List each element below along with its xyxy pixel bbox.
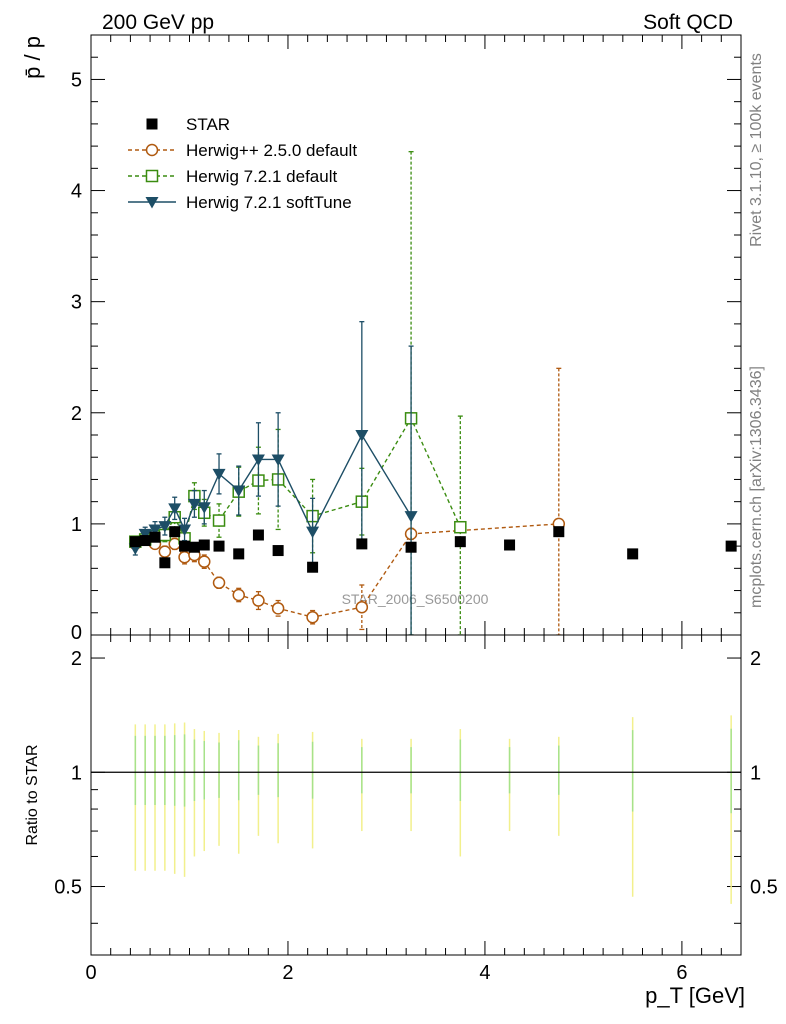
star-data-point <box>627 548 639 560</box>
star-data-point <box>169 526 181 538</box>
ratio-tick-label-right: 2 <box>750 648 761 670</box>
star-data-point <box>129 536 141 548</box>
data-point <box>251 454 265 466</box>
ratio-tick-label-left: 0.5 <box>54 877 82 899</box>
ratio-tick-label-left: 2 <box>71 648 82 670</box>
data-point <box>355 430 369 442</box>
ratio-tick-label-right: 1 <box>750 762 761 784</box>
data-point <box>158 545 172 558</box>
legend-label: Herwig 7.2.1 softTune <box>186 193 352 212</box>
star-data-point <box>233 548 245 560</box>
data-point <box>306 610 319 624</box>
data-point <box>212 468 226 481</box>
data-point <box>178 524 192 536</box>
star-data-point <box>139 535 151 547</box>
star-data-point <box>149 531 161 543</box>
analysis-watermark: STAR_2006_S6500200 <box>342 591 489 607</box>
ratio-frame <box>90 634 742 956</box>
y-tick-label: 5 <box>71 69 82 91</box>
data-point <box>271 602 285 615</box>
legend-marker <box>145 169 159 183</box>
header-right-label: Soft QCD <box>643 11 733 34</box>
legend-marker <box>145 143 159 157</box>
data-point <box>454 520 467 534</box>
data-point <box>148 524 162 536</box>
data-point <box>212 576 226 590</box>
x-tick-label: 0 <box>85 962 96 984</box>
star-data-point <box>504 539 516 551</box>
data-point <box>212 514 226 527</box>
data-point <box>404 511 418 523</box>
star-data-point <box>179 540 191 552</box>
data-point <box>252 594 265 607</box>
star-data-point <box>356 538 368 550</box>
star-data-point <box>454 536 466 548</box>
x-axis-title: p_T [GeV] <box>645 983 745 1008</box>
data-point <box>187 498 201 511</box>
x-tick-label: 4 <box>479 962 490 984</box>
star-data-point <box>213 540 225 552</box>
data-point <box>158 521 172 533</box>
star-data-point <box>252 529 264 541</box>
star-data-point <box>307 561 319 573</box>
series-line-1 <box>135 523 559 618</box>
legend: STAR Herwig++ 2.5.0 default Herwig 7.2.1 d… <box>128 115 357 212</box>
ratio-tick-label-left: 1 <box>71 762 82 784</box>
legend-label: STAR <box>186 115 230 134</box>
data-point <box>168 503 182 515</box>
ratio-plot-panel: 0 2 4 6 0.5 0.5 1 1 2 2 <box>54 634 778 984</box>
legend-label: Herwig 7.2.1 default <box>186 167 337 186</box>
star-data-point <box>272 545 284 557</box>
side-label-rivet: Rivet 3.1.10, ≥ 100k events <box>748 53 765 247</box>
star-data-point <box>405 541 417 553</box>
data-point <box>355 600 369 614</box>
ratio-tick-label-right: 0.5 <box>750 877 778 899</box>
header-left-label: 200 GeV pp <box>102 11 214 34</box>
data-point <box>138 528 152 541</box>
star-data-point <box>198 539 210 551</box>
x-tick-label: 2 <box>282 962 293 984</box>
ratio-y-axis-title: Ratio to STAR <box>24 744 41 845</box>
y-tick-label: 3 <box>71 292 82 314</box>
side-label-mcplots: mcplots.cern.ch [arXiv:1306.3436] <box>748 366 765 608</box>
x-tick-label: 6 <box>676 962 687 984</box>
y-tick-label: 0 <box>71 622 82 644</box>
y-axis-title: p̄ / p <box>20 36 45 79</box>
main-plot-panel: 0 1 2 3 4 5 <box>71 34 742 955</box>
y-tick-label: 4 <box>71 181 82 203</box>
legend-label: Herwig++ 2.5.0 default <box>186 141 357 160</box>
data-point <box>306 526 320 539</box>
star-data-point <box>188 541 200 553</box>
star-data-point <box>725 540 737 552</box>
data-point <box>232 588 245 602</box>
legend-marker <box>146 118 158 130</box>
y-tick-label: 1 <box>71 514 82 536</box>
data-point <box>271 454 285 466</box>
data-point <box>232 485 246 498</box>
star-data-point <box>159 557 171 569</box>
star-data-point <box>553 526 565 538</box>
data-point <box>198 555 211 568</box>
y-tick-label: 2 <box>71 403 82 425</box>
legend-marker <box>145 197 159 209</box>
data-layer <box>128 151 737 635</box>
data-point <box>197 502 211 514</box>
